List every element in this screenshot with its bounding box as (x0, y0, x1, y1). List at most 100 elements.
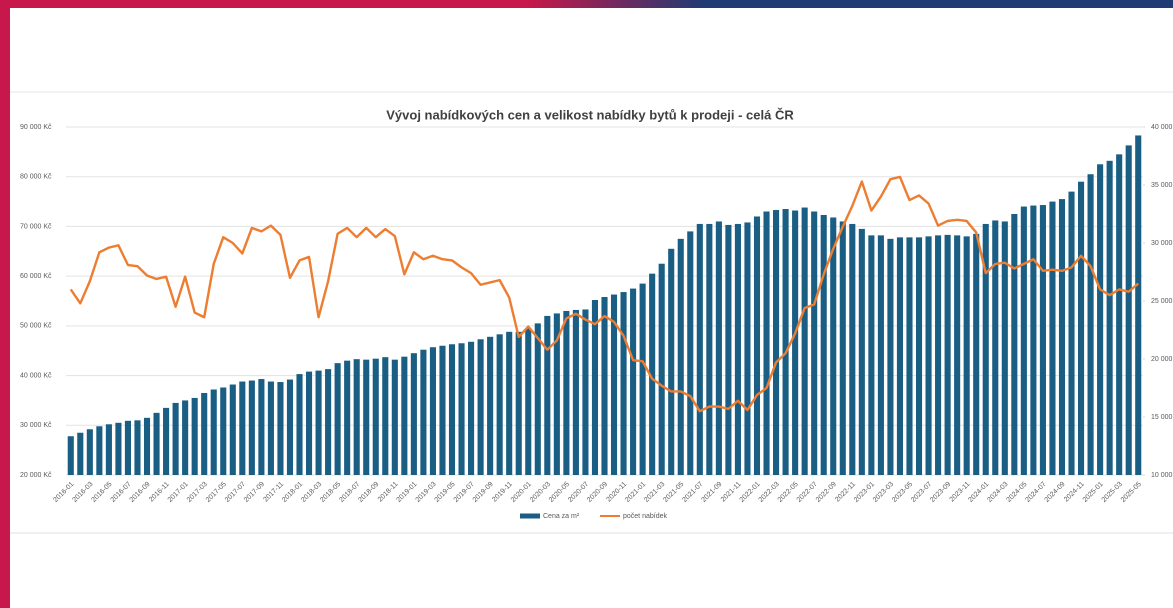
bar (677, 238, 684, 475)
bar (811, 211, 818, 475)
bar (191, 397, 198, 475)
bar (401, 356, 408, 475)
bar (344, 360, 351, 475)
bar (630, 288, 637, 475)
bar (267, 381, 274, 475)
bar (544, 315, 551, 475)
legend-label: počet nabídek (623, 513, 667, 520)
bar (410, 353, 417, 475)
bar (963, 236, 970, 475)
bar (582, 309, 589, 475)
bar (325, 369, 332, 475)
bar (448, 344, 456, 475)
bar (610, 294, 618, 475)
bar (96, 426, 103, 475)
bar (296, 374, 303, 475)
x-tick-label: 2019-09 (472, 481, 495, 504)
bar (134, 420, 141, 475)
bar (506, 331, 513, 475)
y2-tick-label: 40 000 (1151, 124, 1173, 131)
bar (515, 331, 522, 475)
bar (992, 220, 999, 475)
bar (468, 341, 475, 475)
bar (820, 214, 827, 475)
y-tick-label: 50 000 Kč (20, 323, 52, 330)
bar (115, 422, 122, 475)
bar (563, 310, 570, 475)
x-tick-label: 2017-09 (243, 481, 266, 504)
bar (658, 263, 665, 475)
bar (77, 432, 84, 475)
bar (744, 222, 751, 475)
x-tick-label: 2023-09 (929, 481, 952, 504)
bar (1011, 214, 1018, 475)
bar (334, 363, 341, 475)
bar (143, 417, 151, 475)
bar (286, 379, 294, 475)
bar (982, 223, 989, 475)
bar (258, 379, 265, 475)
bar (639, 283, 646, 475)
bar (229, 384, 236, 475)
bar (649, 273, 656, 475)
bar (382, 357, 389, 475)
y2-tick-label: 15 000 (1151, 414, 1173, 421)
x-tick-label: 2025-05 (1120, 481, 1143, 504)
bar (67, 436, 74, 475)
bar (887, 238, 894, 475)
bar (487, 336, 494, 475)
bar (1116, 154, 1123, 476)
bar (220, 387, 227, 475)
bar (172, 402, 179, 475)
bar (439, 345, 446, 475)
bar (839, 221, 846, 475)
bar (315, 370, 322, 475)
bar (525, 328, 532, 475)
y-tick-label: 30 000 Kč (20, 422, 52, 429)
bar (925, 236, 932, 475)
x-tick-label: 2020-09 (586, 481, 609, 504)
bar (182, 400, 189, 475)
y2-tick-label: 25 000 (1151, 298, 1173, 305)
bar (553, 313, 560, 475)
bar (239, 381, 246, 475)
chart-title: Vývoj nabídkových cen a velikost nabídky… (386, 107, 794, 122)
bar (696, 223, 703, 475)
bar (858, 228, 865, 475)
x-tick-label: 2021-09 (700, 481, 723, 504)
bar (868, 235, 875, 475)
bar (1106, 160, 1113, 475)
bar (973, 233, 980, 475)
y2-tick-label: 20 000 (1151, 356, 1173, 363)
bar (801, 207, 808, 475)
bar (773, 210, 780, 475)
bar (1077, 181, 1085, 475)
bar (363, 359, 370, 475)
bar (353, 359, 360, 475)
x-tick-label: 2018-09 (357, 481, 380, 504)
bar (830, 217, 837, 476)
bar (620, 292, 627, 475)
bar (1001, 221, 1008, 475)
bar (248, 380, 255, 475)
bar (706, 223, 713, 475)
bar (792, 210, 799, 475)
bar (1097, 164, 1104, 476)
bar (896, 237, 904, 475)
x-tick-label: 2024-09 (1044, 481, 1067, 504)
bar (458, 343, 465, 475)
bar (305, 371, 313, 475)
bar (591, 300, 599, 475)
side-stripe (0, 0, 10, 608)
bar (753, 216, 761, 475)
bar (201, 392, 208, 475)
bar (1125, 145, 1132, 475)
top-banner (0, 0, 1173, 8)
bar (782, 209, 789, 475)
bar (715, 221, 722, 475)
bar (496, 334, 503, 475)
bar (277, 382, 284, 475)
bar (372, 358, 379, 475)
bar (572, 309, 579, 475)
